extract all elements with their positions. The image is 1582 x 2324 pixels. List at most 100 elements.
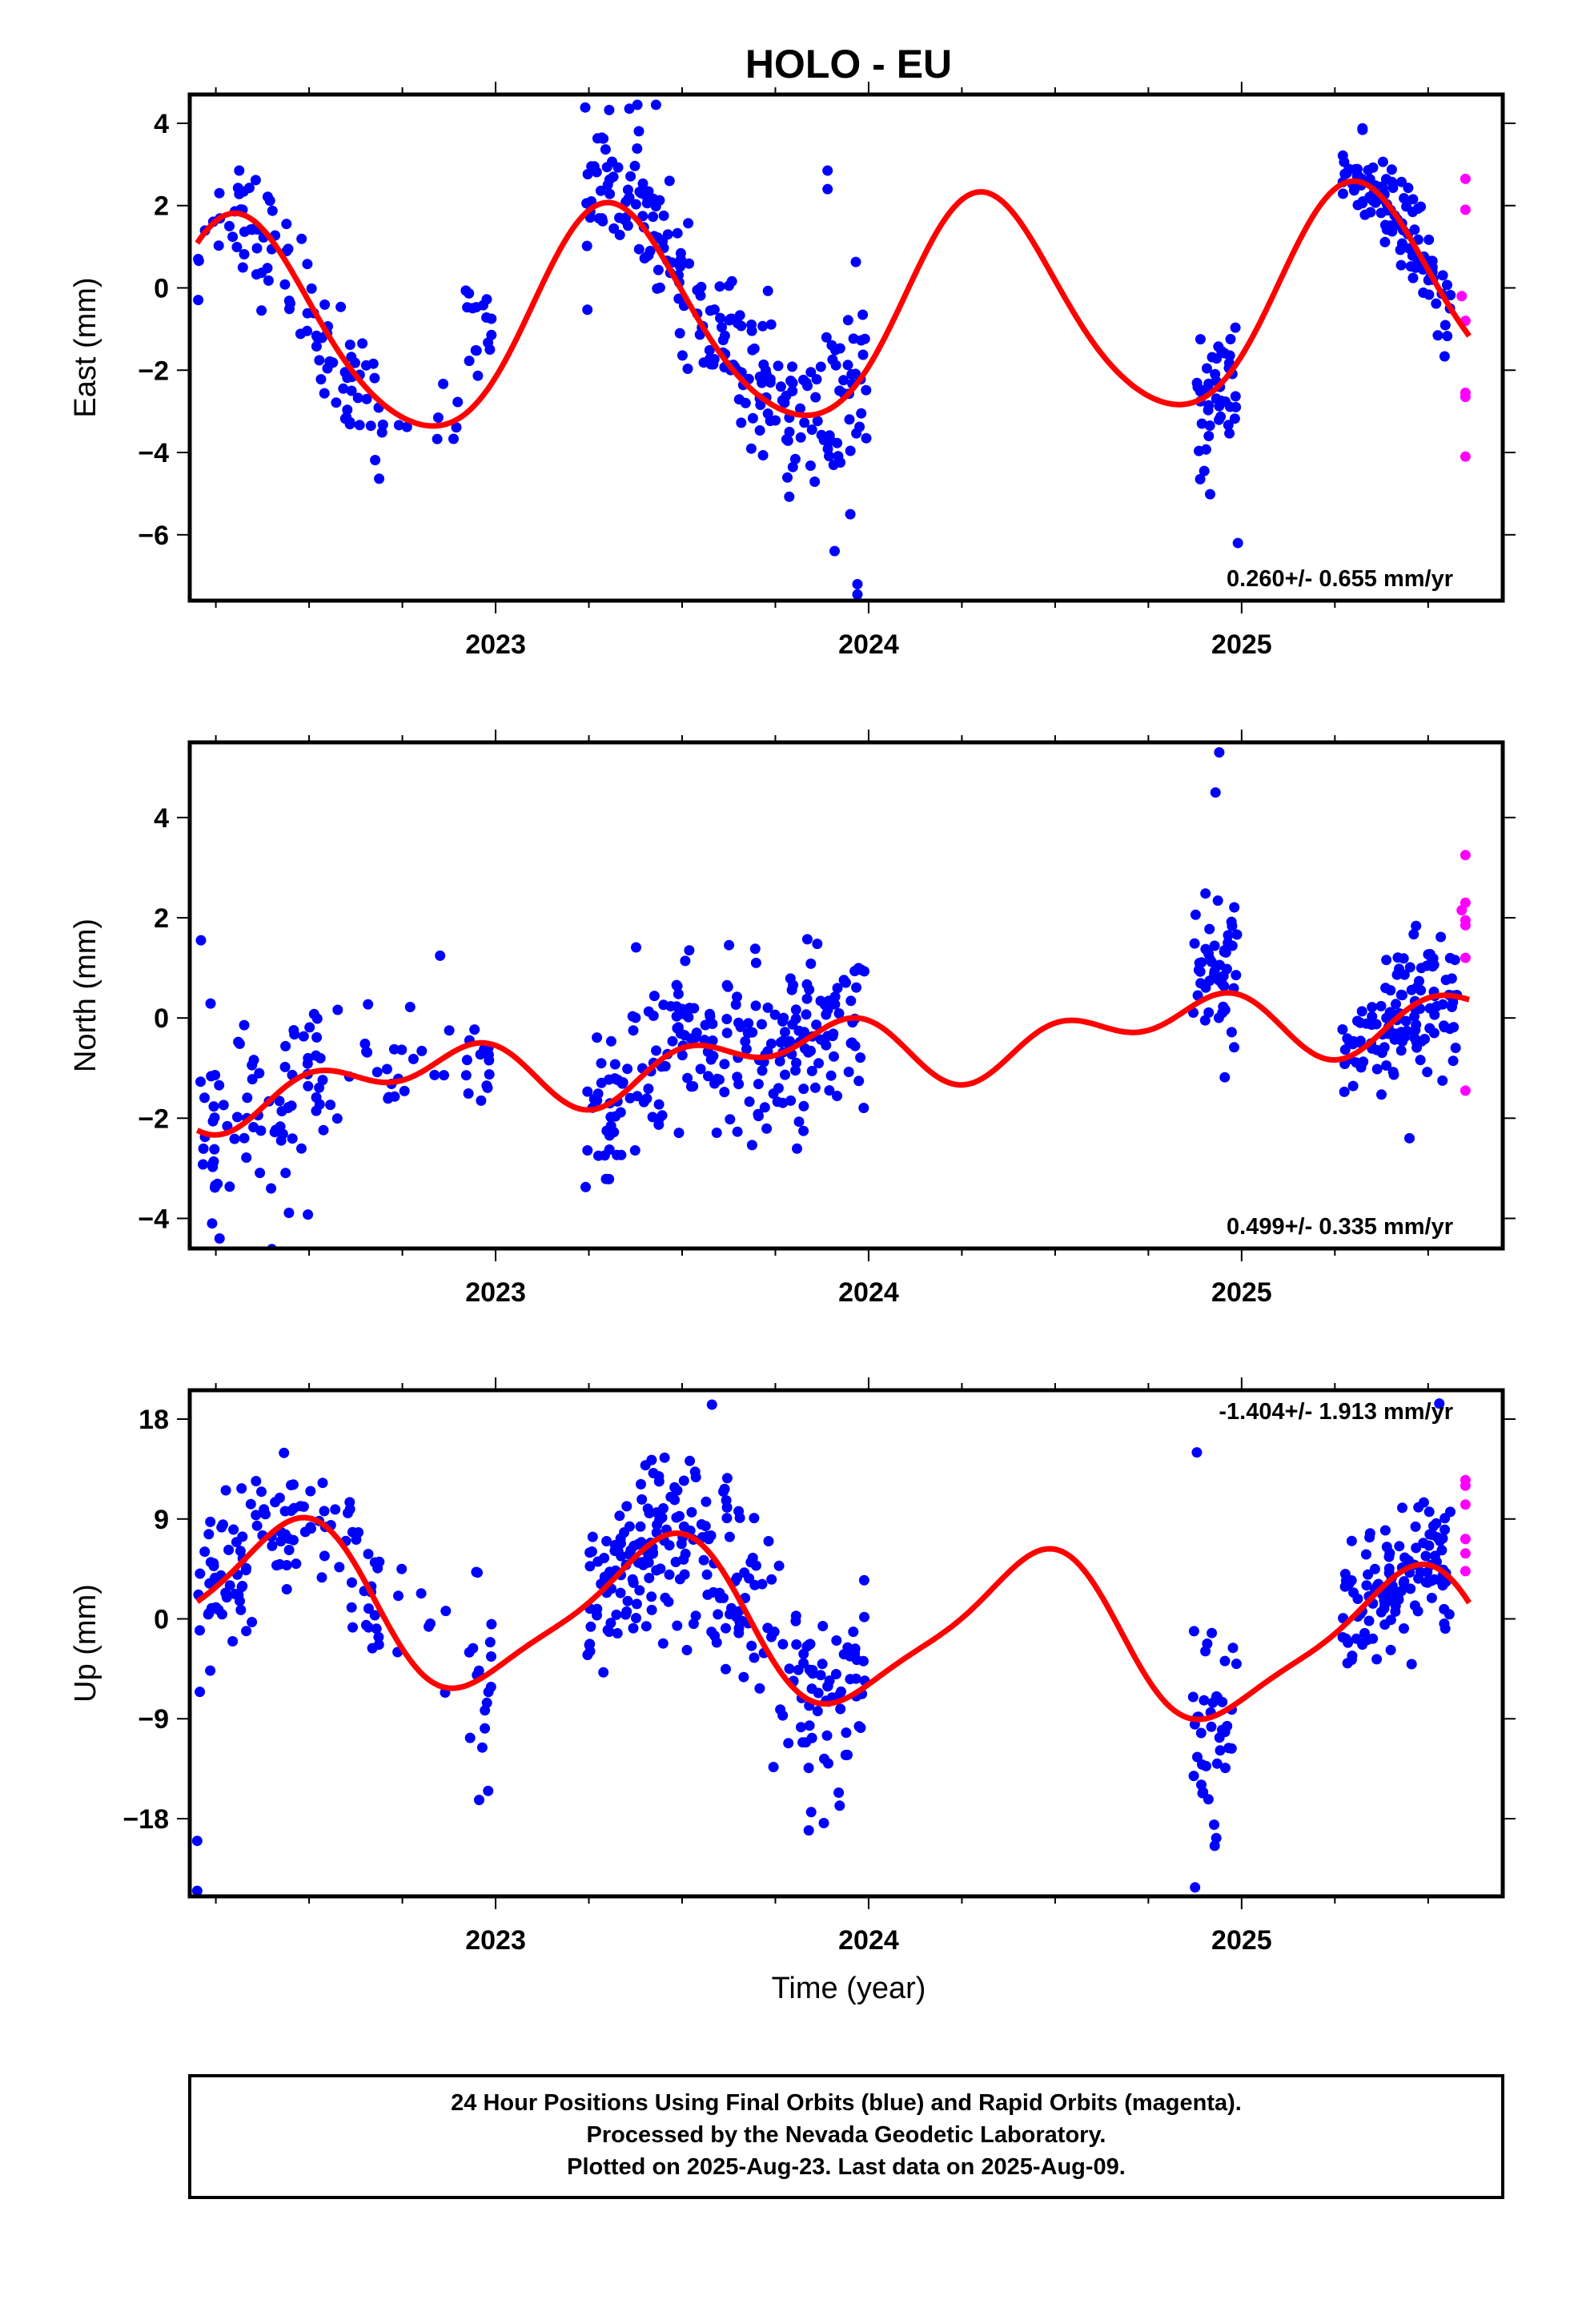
data-point bbox=[777, 1710, 789, 1721]
data-point bbox=[813, 1687, 824, 1699]
data-point bbox=[757, 450, 769, 460]
data-point bbox=[842, 315, 853, 326]
data-point bbox=[644, 1508, 655, 1518]
data-point bbox=[757, 1065, 768, 1076]
data-point bbox=[486, 1618, 497, 1630]
data-point bbox=[709, 304, 720, 316]
data-point bbox=[1222, 1720, 1233, 1731]
data-point bbox=[1231, 1659, 1242, 1670]
data-point bbox=[824, 1675, 835, 1687]
data-point bbox=[735, 1021, 746, 1032]
data-point bbox=[1230, 322, 1241, 333]
data-point bbox=[601, 1536, 612, 1546]
footer-line-3: Plotted on 2025-Aug-23. Last data on 202… bbox=[567, 2154, 1126, 2180]
data-point bbox=[346, 352, 357, 363]
data-point bbox=[833, 1008, 845, 1019]
data-point bbox=[769, 1009, 781, 1020]
data-point bbox=[254, 1068, 265, 1079]
data-point bbox=[713, 1609, 724, 1620]
data-point bbox=[1407, 272, 1419, 283]
data-point bbox=[1399, 1623, 1409, 1634]
data-point bbox=[714, 281, 725, 292]
data-point bbox=[809, 476, 821, 487]
data-point bbox=[811, 374, 822, 385]
data-point bbox=[344, 340, 355, 350]
up-panel: 2023 2024 2025 18 9 0 −9 −18 Up (mm) -1.404+/- 1.… bbox=[69, 1377, 1516, 1956]
data-point bbox=[745, 443, 757, 454]
data-point bbox=[396, 1044, 408, 1055]
data-point bbox=[721, 1027, 733, 1039]
data-point bbox=[1383, 1563, 1395, 1574]
data-point bbox=[1209, 966, 1220, 977]
data-point bbox=[861, 432, 872, 444]
data-point bbox=[1358, 1056, 1369, 1068]
data-point bbox=[804, 1720, 815, 1731]
data-point bbox=[416, 1045, 428, 1056]
data-point bbox=[1223, 930, 1234, 941]
data-point bbox=[775, 381, 786, 392]
data-point bbox=[367, 1642, 378, 1654]
data-point bbox=[1219, 947, 1230, 957]
data-point bbox=[205, 998, 216, 1009]
data-point bbox=[1436, 1545, 1447, 1556]
data-point bbox=[743, 1018, 754, 1029]
data-point bbox=[296, 1143, 307, 1154]
data-point bbox=[805, 1045, 816, 1056]
data-point bbox=[608, 1127, 620, 1138]
data-point bbox=[291, 1558, 302, 1570]
data-point bbox=[267, 1540, 278, 1551]
data-point bbox=[750, 957, 761, 968]
data-point bbox=[288, 1502, 299, 1514]
data-point bbox=[462, 302, 473, 313]
data-point bbox=[1196, 418, 1207, 429]
data-point bbox=[753, 1079, 764, 1090]
data-point bbox=[664, 175, 675, 187]
data-point bbox=[346, 385, 357, 396]
data-point bbox=[1407, 194, 1419, 205]
data-point bbox=[191, 1885, 203, 1896]
data-point bbox=[734, 310, 745, 321]
data-point bbox=[195, 935, 207, 946]
data-point bbox=[376, 427, 387, 438]
data-point bbox=[330, 1504, 341, 1515]
data-point bbox=[1423, 1506, 1435, 1518]
data-point bbox=[1387, 1067, 1399, 1078]
x-tick-label: 2025 bbox=[1211, 629, 1272, 660]
data-point bbox=[1211, 393, 1222, 404]
data-point bbox=[582, 304, 593, 316]
data-point bbox=[1412, 203, 1423, 214]
rapid-point bbox=[1460, 204, 1471, 215]
data-point bbox=[1431, 1532, 1443, 1543]
data-point bbox=[773, 1560, 785, 1571]
data-point bbox=[749, 343, 760, 354]
data-point bbox=[1224, 428, 1235, 439]
data-point bbox=[440, 1606, 452, 1617]
data-point bbox=[1440, 975, 1452, 986]
data-point bbox=[1423, 1540, 1435, 1551]
data-point bbox=[239, 1019, 250, 1031]
data-point bbox=[206, 1602, 217, 1614]
data-point bbox=[1211, 1832, 1222, 1844]
data-point bbox=[665, 1491, 677, 1502]
data-point bbox=[584, 1639, 595, 1651]
data-point bbox=[381, 1063, 392, 1075]
data-point bbox=[600, 144, 611, 155]
data-point bbox=[795, 432, 806, 443]
data-point bbox=[725, 1114, 736, 1125]
data-point bbox=[266, 1183, 277, 1194]
data-point bbox=[1199, 1695, 1210, 1706]
data-point bbox=[1360, 1549, 1371, 1560]
data-point bbox=[1404, 962, 1415, 973]
rapid-point bbox=[1460, 451, 1471, 462]
data-point bbox=[749, 943, 761, 955]
data-point bbox=[429, 1069, 440, 1080]
data-point bbox=[655, 1563, 666, 1574]
data-point bbox=[1381, 1060, 1392, 1071]
data-point bbox=[596, 132, 608, 143]
data-point bbox=[836, 1686, 846, 1697]
data-point bbox=[1428, 1521, 1439, 1531]
data-point bbox=[1202, 363, 1212, 374]
data-point bbox=[484, 344, 496, 355]
data-point bbox=[633, 126, 644, 137]
data-point bbox=[640, 1621, 652, 1632]
